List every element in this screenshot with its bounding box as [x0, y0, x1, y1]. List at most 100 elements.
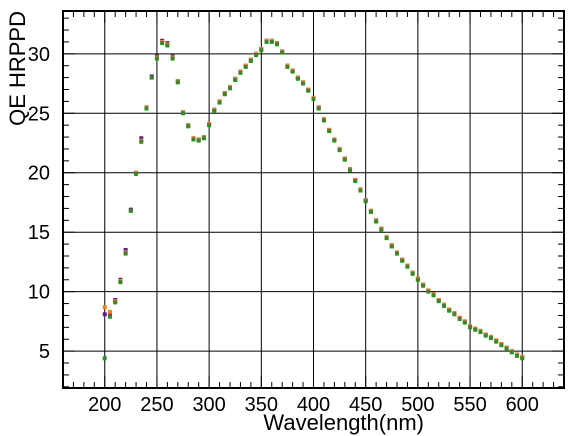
- data-point: [233, 77, 238, 82]
- grid: [63, 11, 564, 388]
- x-tick-label: 200: [88, 394, 121, 416]
- data-point: [494, 339, 499, 344]
- y-tick-label: 25: [28, 103, 50, 125]
- data-point: [426, 289, 431, 294]
- data-point: [134, 171, 139, 176]
- data-point: [269, 39, 274, 44]
- data-point: [139, 139, 144, 144]
- data-point: [259, 48, 264, 53]
- data-point: [348, 168, 353, 173]
- y-tick-label: 20: [28, 163, 50, 185]
- data-point: [515, 353, 520, 358]
- data-point: [421, 283, 426, 288]
- data-point: [337, 148, 342, 153]
- data-point: [102, 356, 107, 361]
- data-point: [181, 111, 186, 116]
- data-point: [165, 43, 170, 48]
- x-tick-labels: 200 250 300 350 400 450 500 550 600: [88, 394, 539, 416]
- data-point: [238, 70, 243, 75]
- data-point: [316, 106, 321, 111]
- x-tick-label: 400: [297, 394, 330, 416]
- data-point: [436, 299, 441, 304]
- data-point: [139, 136, 144, 141]
- y-tick-label: 10: [28, 282, 50, 304]
- data-point: [379, 227, 384, 232]
- data-point: [243, 64, 248, 69]
- data-point: [228, 86, 232, 91]
- x-tick-label: 250: [140, 394, 173, 416]
- x-tick-label: 550: [453, 394, 486, 416]
- data-point: [327, 129, 332, 134]
- x-tick-label: 350: [245, 394, 278, 416]
- data-point: [264, 39, 269, 44]
- data-point: [207, 123, 212, 128]
- data-point: [306, 88, 311, 93]
- data-point: [196, 138, 201, 143]
- data-point: [332, 138, 337, 143]
- data-point: [274, 42, 279, 47]
- x-tick-label: 450: [349, 394, 382, 416]
- y-tick-label: 5: [39, 341, 50, 363]
- data-point: [405, 264, 410, 269]
- data-point: [102, 312, 107, 317]
- data-point: [175, 80, 180, 85]
- data-point: [478, 330, 483, 335]
- data-point: [118, 280, 123, 285]
- plot-frame: [62, 10, 565, 389]
- data-point: [468, 325, 473, 330]
- data-point: [462, 320, 467, 325]
- data-point: [363, 199, 368, 204]
- data-point: [389, 244, 394, 249]
- y-tick-label: 15: [28, 222, 50, 244]
- data-point: [384, 236, 389, 241]
- data-point: [186, 124, 191, 129]
- data-point: [254, 53, 259, 58]
- data-point: [431, 293, 436, 298]
- data-point: [280, 50, 285, 55]
- data-point: [170, 56, 175, 61]
- data-point: [154, 56, 159, 61]
- data-point: [509, 350, 514, 355]
- data-point: [353, 179, 358, 184]
- data-points: [102, 38, 525, 361]
- x-tick-label: 500: [401, 394, 434, 416]
- y-axis-title: QE HRPPD: [5, 11, 30, 126]
- data-point: [123, 251, 128, 256]
- series-3: [102, 39, 525, 361]
- data-point: [149, 75, 154, 80]
- data-point: [520, 356, 525, 361]
- data-point: [457, 317, 462, 322]
- data-point: [410, 271, 415, 276]
- data-point: [123, 248, 128, 253]
- data-point: [499, 343, 504, 348]
- data-point: [285, 64, 290, 69]
- data-point: [212, 108, 217, 113]
- data-point: [483, 333, 488, 338]
- data-point: [144, 106, 149, 111]
- data-point: [374, 219, 379, 224]
- data-point: [473, 327, 478, 332]
- data-point: [201, 136, 206, 141]
- data-point: [222, 92, 227, 97]
- data-point: [452, 312, 457, 317]
- data-point: [488, 336, 493, 341]
- data-point: [311, 97, 316, 102]
- data-point: [415, 277, 420, 282]
- data-point: [441, 303, 446, 308]
- data-point: [102, 305, 107, 310]
- data-point: [447, 308, 452, 313]
- data-point: [107, 314, 112, 319]
- data-point: [395, 251, 399, 256]
- data-point: [217, 100, 222, 105]
- y-tick-label: 30: [28, 44, 50, 66]
- data-point: [113, 300, 118, 305]
- data-point: [504, 346, 509, 351]
- y-tick-labels: 5 10 15 20 25 30: [28, 44, 50, 363]
- data-point: [290, 69, 295, 74]
- data-point: [128, 208, 133, 213]
- data-point: [368, 209, 373, 214]
- data-point: [358, 188, 363, 193]
- x-axis-title: Wavelength(nm): [263, 410, 424, 435]
- x-tick-label: 600: [506, 394, 539, 416]
